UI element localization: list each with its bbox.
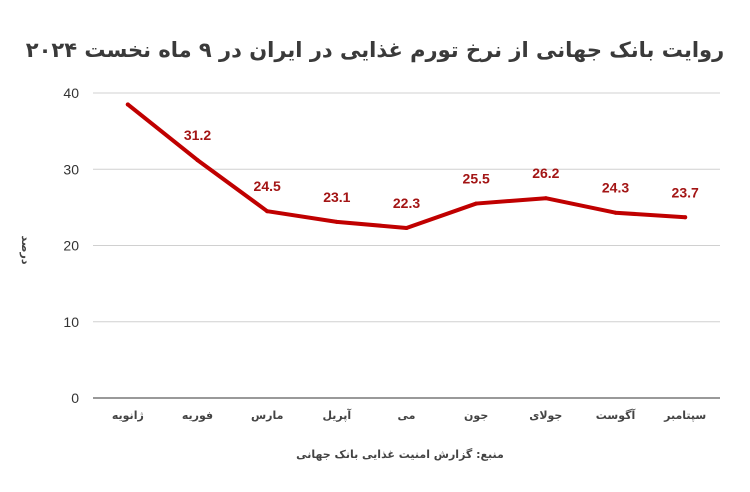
data-point xyxy=(265,209,270,214)
x-tick-label: فوریه xyxy=(182,409,213,422)
y-tick-label: 40 xyxy=(63,85,79,101)
x-tick-label: آگوست xyxy=(596,408,636,422)
data-label: 22.3 xyxy=(393,195,420,211)
data-point xyxy=(195,158,200,163)
x-axis-ticks: ژانویه فوریه مارس آپریل می جون جولای آگوست سپتام… xyxy=(112,408,706,422)
data-label: 26.2 xyxy=(532,165,559,181)
x-tick-label: سپتامبر xyxy=(663,409,706,422)
data-point xyxy=(683,215,688,220)
data-label: 23.1 xyxy=(323,189,350,205)
source-note: منبع: گزارش امنیت غذایی بانک جهانی xyxy=(296,448,504,461)
y-axis-label: درصد xyxy=(19,236,32,265)
series-group xyxy=(125,102,688,230)
data-labels: 31.2 24.5 23.1 22.3 25.5 26.2 24.3 23.7 xyxy=(184,127,699,211)
data-label: 31.2 xyxy=(184,127,211,143)
data-point xyxy=(125,102,130,107)
data-label: 24.3 xyxy=(602,180,629,196)
y-tick-label: 10 xyxy=(63,314,79,330)
data-label: 25.5 xyxy=(463,171,490,187)
data-point xyxy=(543,196,548,201)
x-tick-label: جون xyxy=(464,409,488,422)
data-point xyxy=(613,210,618,215)
y-tick-label: 20 xyxy=(63,238,79,254)
data-label: 23.7 xyxy=(672,184,699,200)
x-tick-label: ژانویه xyxy=(112,409,144,422)
data-point xyxy=(334,219,339,224)
y-tick-label: 0 xyxy=(71,390,79,406)
data-point xyxy=(474,201,479,206)
x-tick-label: مارس xyxy=(251,409,283,422)
x-tick-label: می xyxy=(398,409,416,422)
gridlines xyxy=(93,92,720,399)
data-point xyxy=(404,225,409,230)
x-tick-label: جولای xyxy=(529,409,562,422)
y-tick-label: 30 xyxy=(63,161,79,177)
y-axis-ticks: 0 10 20 30 40 xyxy=(63,85,79,406)
x-tick-label: آپریل xyxy=(322,408,351,422)
chart-title: روایت بانک جهانی از نرخ تورم غذایی در ای… xyxy=(26,38,724,62)
data-label: 24.5 xyxy=(254,178,281,194)
